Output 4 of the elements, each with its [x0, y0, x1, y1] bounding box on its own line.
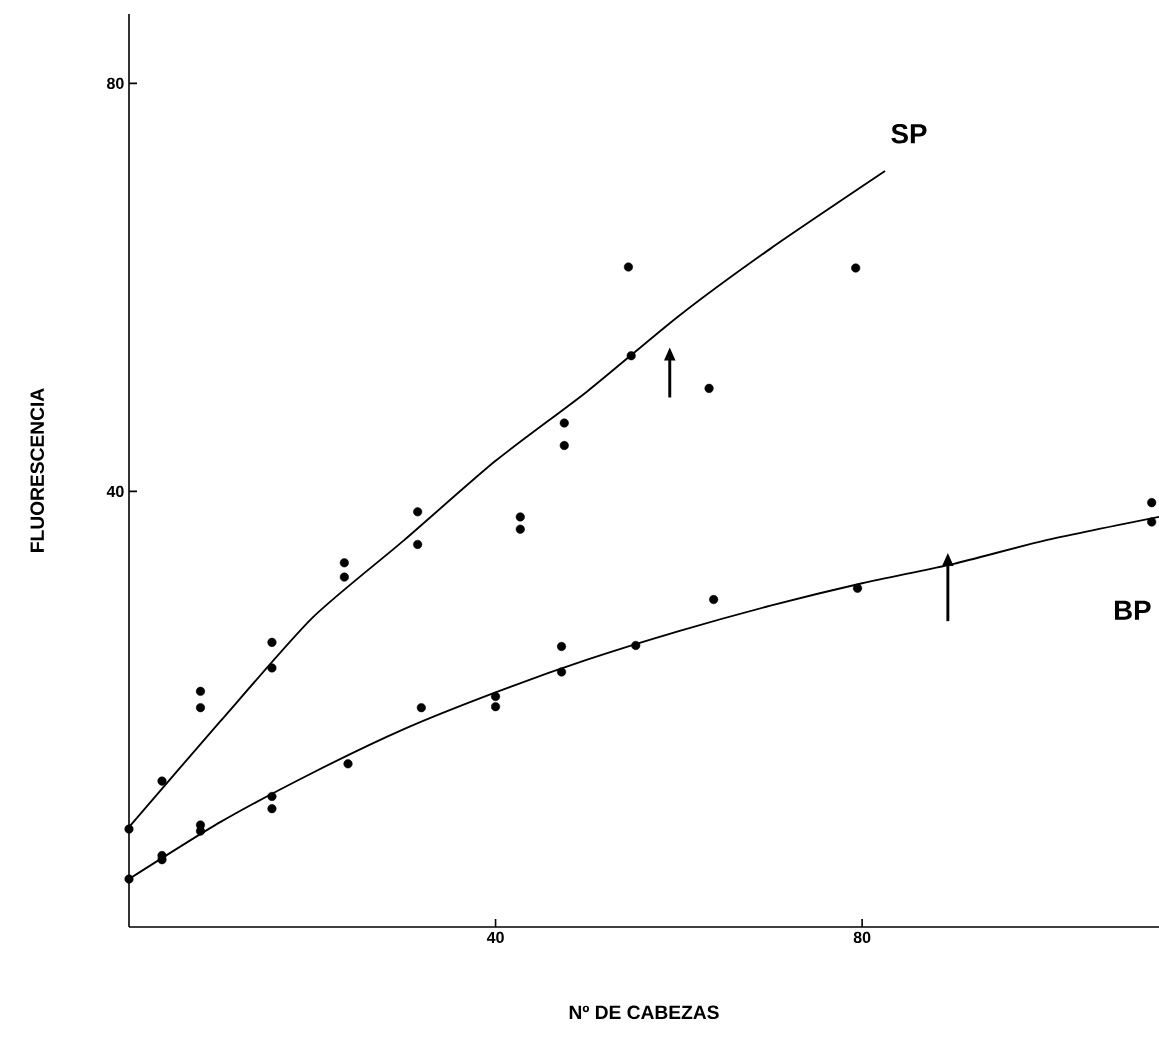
- text: BP: [1114, 600, 1151, 620]
- series-label: SP: [891, 123, 927, 144]
- x-axis-title: Nº DE CABEZAS: [569, 1005, 719, 1020]
- y-axis-title: FLUORESCENCIA: [30, 388, 44, 552]
